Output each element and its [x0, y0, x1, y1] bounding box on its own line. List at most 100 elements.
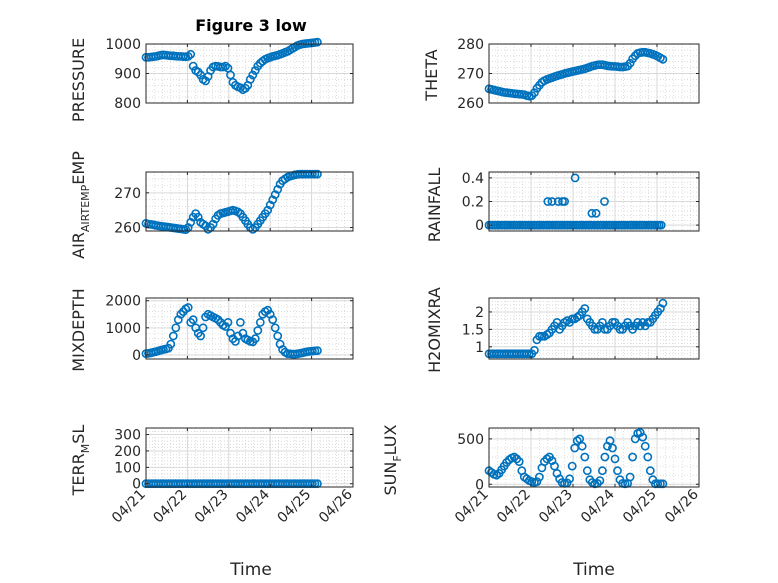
data-point-theta: [530, 88, 539, 98]
data-point-mixdepth: [268, 315, 278, 325]
ytick-label: 280: [457, 37, 484, 53]
data-point-pressure: [201, 76, 210, 86]
ytick-label: 1000: [105, 321, 141, 337]
data-point-mixdepth: [198, 323, 208, 333]
panel-theta: THETA 260 270 280: [422, 37, 700, 112]
data-point-h2omixra: [658, 298, 668, 308]
data-point-sunflux: [580, 452, 590, 462]
data-point-mixdepth: [235, 317, 245, 327]
data-point-rainfall: [553, 197, 563, 206]
ytick-label: 2: [475, 305, 484, 321]
ylabel-theta: THETA: [422, 49, 441, 101]
data-point-airtemp: [181, 225, 191, 234]
xlabel-left: Time: [229, 560, 272, 580]
ytick-label: 800: [114, 96, 141, 112]
ytick-label: 1000: [105, 37, 141, 53]
axes-frame: [145, 427, 354, 488]
data-point-mixdepth: [253, 326, 263, 335]
data-point-sunflux: [635, 428, 645, 437]
panel-h2omixra: H2OMIXRA 1 1.52: [425, 287, 700, 373]
data-point-sunflux: [567, 461, 577, 471]
data-point-sunflux: [643, 452, 653, 462]
ytick-label: 1: [475, 340, 484, 356]
data-point-pressure: [226, 70, 235, 80]
axes-frame: [145, 171, 354, 232]
data-point-sunflux: [582, 466, 592, 476]
data-point-mixdepth: [188, 315, 198, 325]
data-point-mixdepth: [223, 317, 233, 327]
ylabel-terrmsl: TERRMSL: [69, 425, 92, 497]
ytick-label: 2000: [105, 294, 141, 310]
data-point-rainfall: [543, 197, 553, 206]
data-point-mixdepth: [171, 323, 181, 333]
data-point-pressure: [221, 61, 230, 71]
data-point-theta: [658, 54, 668, 64]
data-point-sunflux: [613, 466, 622, 476]
data-point-sunflux: [628, 452, 637, 462]
ytick-label: 0: [132, 477, 141, 493]
data-point-mixdepth: [270, 323, 280, 333]
data-point-h2omixra: [580, 304, 590, 313]
data-point-airtemp: [312, 169, 322, 179]
data-point-sunflux: [610, 454, 620, 464]
data-point-pressure: [186, 49, 196, 59]
data-point-pressure: [312, 37, 322, 47]
data-point-sunflux: [645, 466, 655, 476]
ytick-label: 1.5: [462, 322, 484, 338]
data-point-mixdepth: [183, 303, 193, 312]
ytick-label: 900: [114, 67, 141, 83]
data-point-pressure: [248, 70, 258, 80]
ylabel-pressure: PRESSURE: [69, 38, 88, 122]
data-point-sunflux: [577, 441, 587, 451]
data-point-sunflux: [565, 474, 574, 484]
data-point-sunflux: [608, 443, 617, 453]
ytick-label: 260: [457, 96, 484, 112]
data-point-rainfall: [600, 197, 609, 206]
ytick-label: 260: [114, 221, 141, 237]
data-point-rainfall: [547, 197, 557, 206]
data-point-mixdepth: [196, 331, 205, 341]
data-point-sunflux: [535, 472, 544, 482]
axes-mixdepth: [146, 298, 353, 359]
data-point-pressure: [250, 66, 260, 75]
axes-frame: [488, 427, 700, 488]
data-point-rainfall: [587, 208, 597, 218]
data-point-pressure: [245, 75, 255, 84]
data-point-h2omixra: [530, 345, 539, 355]
figure-title: Figure 3 low: [195, 16, 307, 35]
data-point-mixdepth: [273, 331, 283, 341]
ytick-label: 0: [132, 348, 141, 364]
data-point-rainfall: [570, 173, 580, 183]
data-point-sunflux: [625, 472, 635, 482]
ytick-label: 200: [114, 444, 141, 460]
data-point-sunflux: [532, 477, 542, 486]
data-point-rainfall: [591, 208, 601, 218]
axes-terrmsl: [146, 428, 353, 487]
ytick-label: 0: [475, 477, 484, 493]
axes-frame: [145, 297, 354, 360]
data-point-theta: [625, 58, 635, 68]
data-point-rainfall: [656, 220, 666, 230]
ytick-label: 270: [114, 186, 141, 202]
data-point-airtemp: [193, 212, 203, 222]
data-point-mixdepth: [312, 346, 322, 355]
data-point-sunflux: [598, 466, 607, 476]
ytick-label: 0.4: [462, 171, 484, 187]
ytick-label: 100: [114, 460, 141, 476]
ylabel-sunflux: SUNFLUX: [381, 424, 404, 495]
data-point-sunflux: [640, 441, 650, 451]
ytick-label: 0: [475, 218, 484, 234]
data-point-mixdepth: [250, 334, 260, 344]
data-point-sunflux: [575, 434, 585, 444]
data-point-pressure: [183, 52, 193, 61]
panel-mixdepth: MIXDEPTH 0 1000 2000: [69, 288, 354, 372]
data-point-rainfall: [560, 197, 569, 206]
ytick-label: 270: [457, 67, 484, 83]
data-point-pressure: [188, 61, 198, 71]
ylabel-rainfall: RAINFALL: [425, 168, 444, 243]
data-point-sunflux: [600, 452, 610, 462]
data-point-sunflux: [514, 457, 524, 466]
ytick-label: 500: [457, 432, 484, 448]
